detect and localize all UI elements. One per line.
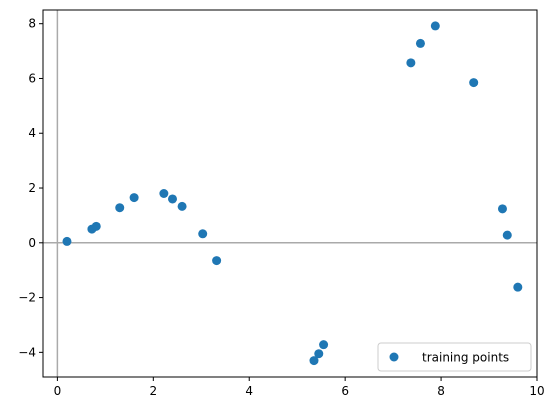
data-point [309, 356, 319, 366]
legend-marker [389, 352, 399, 362]
y-tick-label: 0 [28, 236, 36, 250]
y-tick-label: 6 [28, 71, 36, 85]
y-tick-label: 8 [28, 17, 36, 31]
data-point [62, 236, 72, 246]
x-tick-label: 10 [529, 384, 544, 398]
data-point [167, 194, 177, 204]
x-axis-ticks: 0 2 4 6 8 10 [54, 377, 545, 398]
data-point [159, 189, 169, 198]
x-tick-label: 6 [341, 384, 349, 398]
data-point [319, 340, 329, 350]
x-tick-label: 4 [245, 384, 253, 398]
legend-box [377, 342, 532, 372]
data-point [177, 201, 187, 211]
plot-frame [42, 9, 538, 378]
data-point [502, 230, 512, 240]
data-point [212, 256, 222, 266]
y-tick-label: 4 [28, 126, 36, 140]
legend: training points [377, 342, 532, 372]
data-point [415, 38, 425, 48]
data-point [91, 221, 101, 231]
y-tick-label: −2 [18, 291, 36, 305]
y-tick-label: 2 [28, 181, 36, 195]
data-point [406, 58, 416, 68]
y-tick-label: −4 [18, 345, 36, 359]
data-points [62, 21, 523, 366]
x-tick-label: 0 [54, 384, 62, 398]
data-point [129, 193, 139, 203]
reference-lines [43, 10, 537, 377]
legend-label: training points [422, 351, 509, 365]
data-point [430, 21, 440, 31]
x-tick-label: 2 [149, 384, 157, 398]
data-point [469, 78, 479, 88]
x-tick-label: 8 [437, 384, 445, 398]
data-point [497, 204, 507, 214]
data-point [198, 229, 208, 239]
data-point [513, 282, 523, 292]
y-axis-ticks: −4 −2 0 2 4 6 8 [18, 17, 43, 359]
data-point [115, 203, 125, 213]
data-point [314, 349, 324, 359]
